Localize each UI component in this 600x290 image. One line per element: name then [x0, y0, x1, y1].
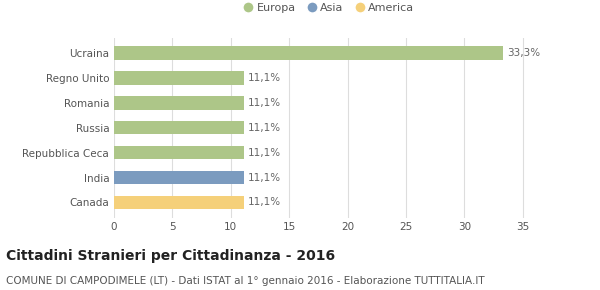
Text: 11,1%: 11,1% — [248, 123, 281, 133]
Text: 11,1%: 11,1% — [248, 148, 281, 157]
Bar — [114, 96, 244, 110]
Bar — [114, 121, 244, 135]
Bar — [114, 71, 244, 85]
Text: Cittadini Stranieri per Cittadinanza - 2016: Cittadini Stranieri per Cittadinanza - 2… — [6, 249, 335, 263]
Bar — [114, 171, 244, 184]
Bar — [114, 195, 244, 209]
Text: 11,1%: 11,1% — [248, 173, 281, 182]
Legend: Europa, Asia, America: Europa, Asia, America — [241, 0, 419, 18]
Text: 11,1%: 11,1% — [248, 73, 281, 83]
Text: COMUNE DI CAMPODIMELE (LT) - Dati ISTAT al 1° gennaio 2016 - Elaborazione TUTTIT: COMUNE DI CAMPODIMELE (LT) - Dati ISTAT … — [6, 276, 485, 285]
Bar — [114, 146, 244, 160]
Bar — [114, 46, 503, 60]
Text: 33,3%: 33,3% — [508, 48, 541, 58]
Text: 11,1%: 11,1% — [248, 98, 281, 108]
Text: 11,1%: 11,1% — [248, 197, 281, 207]
